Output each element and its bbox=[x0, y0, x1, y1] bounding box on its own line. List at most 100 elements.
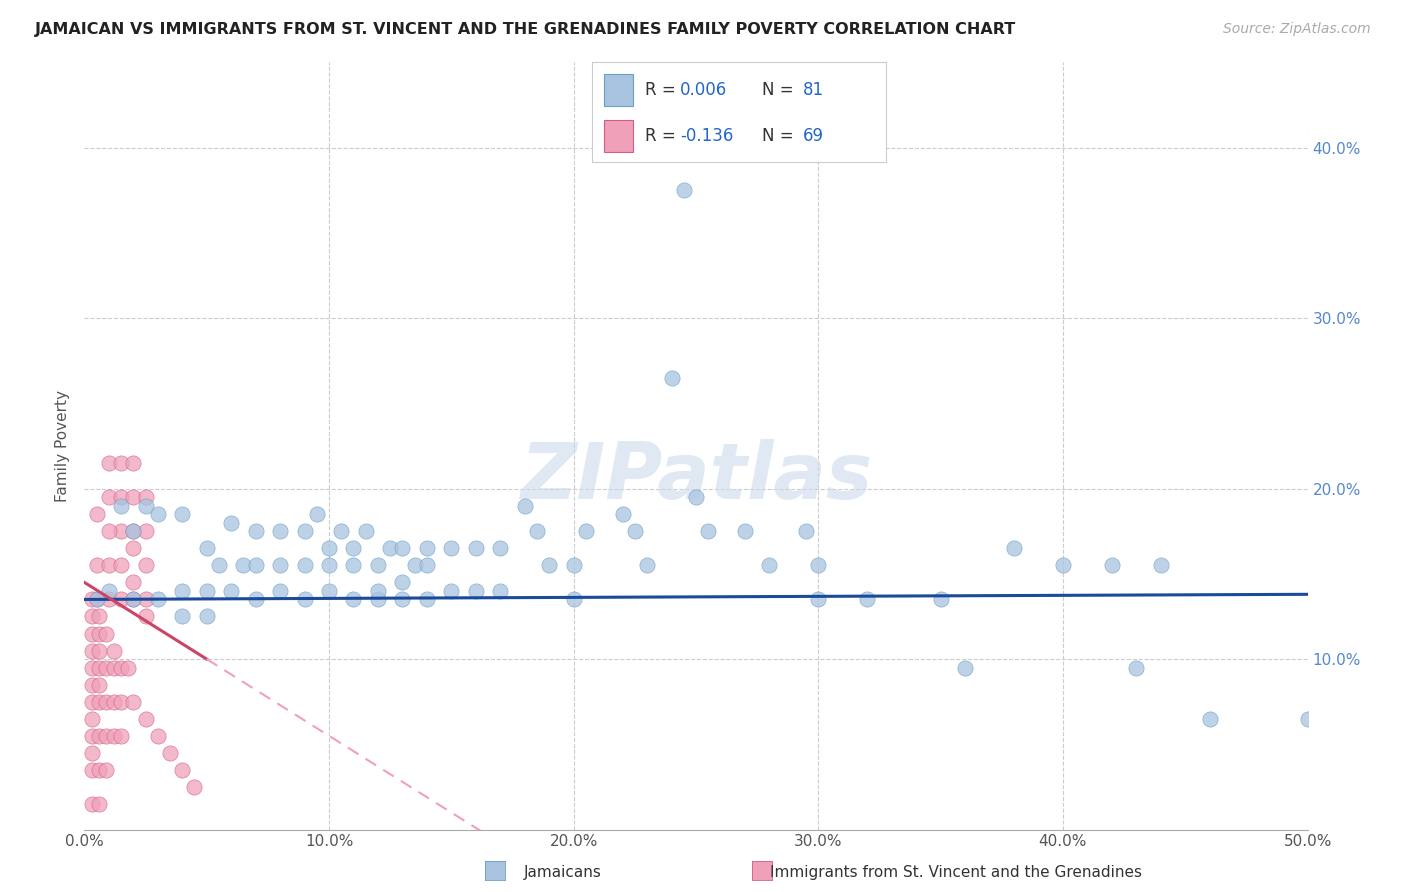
Point bbox=[80, 695, 103, 709]
Point bbox=[96, 660, 118, 674]
Point bbox=[87, 695, 110, 709]
Point bbox=[97, 524, 120, 539]
Point bbox=[318, 541, 340, 556]
Point bbox=[1150, 558, 1173, 573]
Point bbox=[685, 490, 707, 504]
Point bbox=[122, 575, 145, 590]
Point bbox=[367, 592, 389, 607]
Point bbox=[672, 183, 695, 197]
Point bbox=[195, 583, 218, 598]
Point bbox=[110, 558, 132, 573]
Point bbox=[807, 558, 830, 573]
Point bbox=[562, 592, 585, 607]
Point bbox=[86, 507, 108, 521]
Point bbox=[404, 558, 426, 573]
Point bbox=[1002, 541, 1025, 556]
Point bbox=[489, 583, 512, 598]
Point bbox=[97, 583, 120, 598]
Point bbox=[697, 524, 720, 539]
Point bbox=[86, 592, 108, 607]
Point bbox=[354, 524, 377, 539]
Point bbox=[97, 456, 120, 470]
Y-axis label: Family Poverty: Family Poverty bbox=[55, 390, 70, 502]
Point bbox=[195, 541, 218, 556]
Point bbox=[110, 490, 132, 504]
Point bbox=[87, 626, 110, 640]
Point bbox=[367, 583, 389, 598]
Point bbox=[440, 541, 463, 556]
Point bbox=[135, 609, 157, 624]
Point bbox=[122, 592, 145, 607]
Point bbox=[117, 660, 139, 674]
Point bbox=[122, 541, 145, 556]
Point bbox=[110, 695, 132, 709]
Point bbox=[122, 524, 145, 539]
Point bbox=[80, 592, 103, 607]
Point bbox=[464, 541, 486, 556]
Point bbox=[80, 643, 103, 657]
Point bbox=[87, 660, 110, 674]
Text: Source: ZipAtlas.com: Source: ZipAtlas.com bbox=[1223, 22, 1371, 37]
Point bbox=[122, 456, 145, 470]
Point bbox=[807, 592, 830, 607]
Point bbox=[122, 490, 145, 504]
Point bbox=[562, 558, 585, 573]
Point bbox=[80, 660, 103, 674]
Point bbox=[391, 541, 413, 556]
Point bbox=[96, 729, 118, 743]
Point bbox=[86, 592, 108, 607]
Point bbox=[183, 780, 205, 794]
Point bbox=[96, 695, 118, 709]
Point bbox=[80, 609, 103, 624]
Point bbox=[80, 763, 103, 777]
Point bbox=[794, 524, 817, 539]
Point bbox=[159, 746, 181, 760]
Point bbox=[758, 558, 780, 573]
Point bbox=[80, 626, 103, 640]
Point bbox=[929, 592, 952, 607]
Text: ZIPatlas: ZIPatlas bbox=[520, 439, 872, 515]
Point bbox=[96, 626, 118, 640]
Point bbox=[208, 558, 231, 573]
Point bbox=[97, 592, 120, 607]
Point bbox=[219, 583, 242, 598]
Point bbox=[110, 592, 132, 607]
Point bbox=[172, 507, 194, 521]
Point bbox=[624, 524, 647, 539]
Point bbox=[416, 541, 439, 556]
Point bbox=[294, 592, 316, 607]
Point bbox=[172, 583, 194, 598]
Point bbox=[1296, 712, 1319, 726]
Point bbox=[80, 729, 103, 743]
Point bbox=[1198, 712, 1220, 726]
Point bbox=[305, 507, 328, 521]
Point bbox=[103, 660, 125, 674]
Point bbox=[318, 583, 340, 598]
Point bbox=[146, 507, 169, 521]
Point bbox=[245, 524, 267, 539]
Point bbox=[103, 695, 125, 709]
Point bbox=[232, 558, 254, 573]
Point bbox=[1052, 558, 1074, 573]
Point bbox=[245, 558, 267, 573]
Point bbox=[110, 499, 132, 513]
Point bbox=[1125, 660, 1147, 674]
Point bbox=[146, 729, 169, 743]
Point bbox=[96, 763, 118, 777]
Point bbox=[612, 507, 634, 521]
Point bbox=[342, 541, 364, 556]
Point bbox=[856, 592, 879, 607]
Point bbox=[135, 592, 157, 607]
Point bbox=[80, 678, 103, 692]
Point bbox=[380, 541, 402, 556]
Point bbox=[195, 609, 218, 624]
Point bbox=[80, 797, 103, 811]
Point bbox=[245, 592, 267, 607]
Point bbox=[110, 524, 132, 539]
Point bbox=[122, 524, 145, 539]
Point bbox=[80, 746, 103, 760]
Point bbox=[135, 524, 157, 539]
Point bbox=[87, 643, 110, 657]
Point bbox=[391, 575, 413, 590]
Point bbox=[734, 524, 756, 539]
